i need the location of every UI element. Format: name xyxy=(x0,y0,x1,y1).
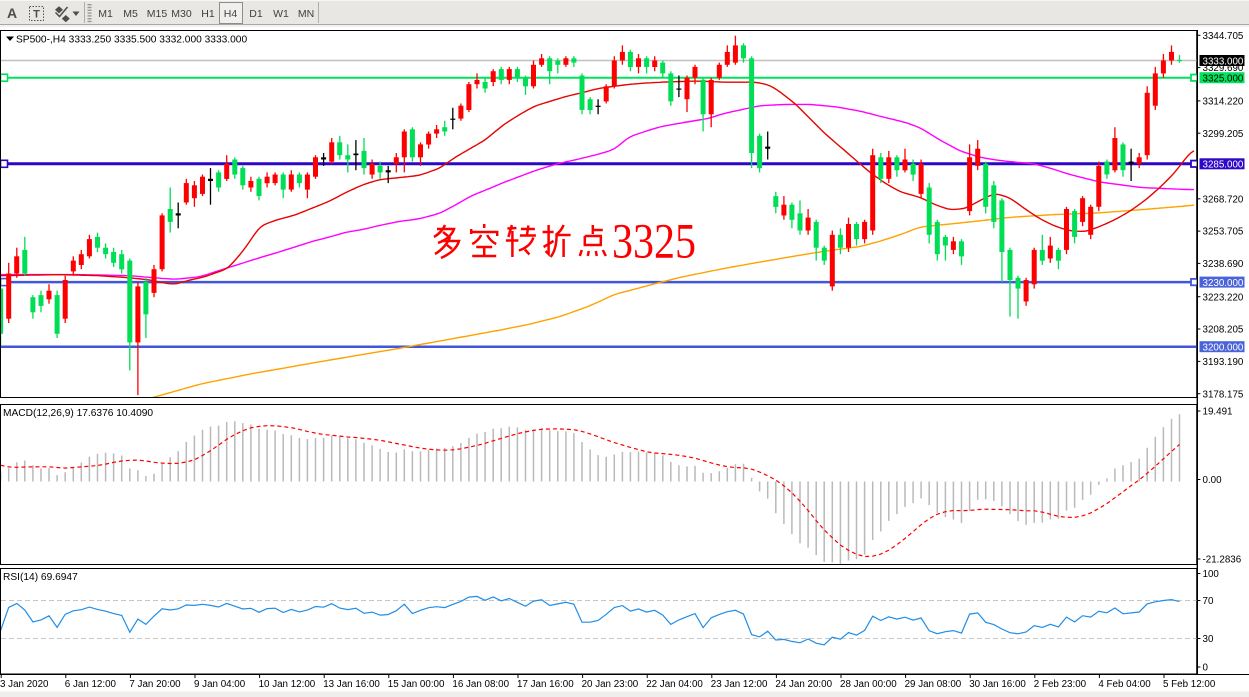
svg-text:0: 0 xyxy=(1203,663,1209,674)
svg-text:M30: M30 xyxy=(171,8,192,20)
svg-text:H4: H4 xyxy=(224,8,238,20)
svg-text:D1: D1 xyxy=(249,8,263,20)
svg-text:28 Jan 00:00: 28 Jan 00:00 xyxy=(840,679,897,690)
svg-text:3208.205: 3208.205 xyxy=(1203,325,1244,336)
svg-text:3268.720: 3268.720 xyxy=(1203,194,1244,205)
svg-text:-21.2836: -21.2836 xyxy=(1203,555,1242,566)
svg-text:SP500-,H4 3333.250 3335.500 3: SP500-,H4 3333.250 3335.500 3332.000 333… xyxy=(16,35,247,46)
svg-text:3230.000: 3230.000 xyxy=(1203,278,1244,289)
svg-text:3285.000: 3285.000 xyxy=(1203,160,1244,171)
svg-text:MACD(12,26,9) 17.6376 10.4090: MACD(12,26,9) 17.6376 10.4090 xyxy=(3,408,153,419)
svg-text:17 Jan 16:00: 17 Jan 16:00 xyxy=(517,679,574,690)
svg-text:15 Jan 00:00: 15 Jan 00:00 xyxy=(388,679,445,690)
svg-text:M1: M1 xyxy=(98,8,113,20)
svg-text:3193.190: 3193.190 xyxy=(1203,357,1244,368)
svg-text:3223.220: 3223.220 xyxy=(1203,292,1244,303)
svg-text:5 Feb 12:00: 5 Feb 12:00 xyxy=(1163,679,1216,690)
svg-text:23 Jan 12:00: 23 Jan 12:00 xyxy=(711,679,768,690)
svg-text:3325.000: 3325.000 xyxy=(1203,74,1244,85)
svg-text:30: 30 xyxy=(1203,634,1214,645)
svg-text:T: T xyxy=(33,9,40,21)
svg-text:M5: M5 xyxy=(123,8,138,20)
svg-text:3200.000: 3200.000 xyxy=(1203,343,1244,354)
svg-text:16 Jan 08:00: 16 Jan 08:00 xyxy=(452,679,509,690)
svg-text:3333.000: 3333.000 xyxy=(1203,56,1244,67)
svg-text:A: A xyxy=(7,5,17,21)
svg-text:2 Feb 23:00: 2 Feb 23:00 xyxy=(1034,679,1087,690)
svg-text:3178.175: 3178.175 xyxy=(1203,389,1244,400)
svg-text:3344.705: 3344.705 xyxy=(1203,31,1244,42)
svg-text:6 Jan 12:00: 6 Jan 12:00 xyxy=(65,679,117,690)
svg-text:22 Jan 04:00: 22 Jan 04:00 xyxy=(646,679,703,690)
svg-text:3 Jan 2020: 3 Jan 2020 xyxy=(0,679,49,690)
svg-text:30 Jan 16:00: 30 Jan 16:00 xyxy=(969,679,1026,690)
svg-text:20 Jan 23:00: 20 Jan 23:00 xyxy=(582,679,639,690)
svg-text:19.491: 19.491 xyxy=(1203,407,1233,418)
svg-text:4 Feb 04:00: 4 Feb 04:00 xyxy=(1098,679,1151,690)
svg-text:3253.705: 3253.705 xyxy=(1203,227,1244,238)
svg-text:13 Jan 16:00: 13 Jan 16:00 xyxy=(323,679,380,690)
svg-text:W1: W1 xyxy=(273,8,289,20)
svg-text:3325: 3325 xyxy=(612,213,696,268)
svg-text:M15: M15 xyxy=(147,8,168,20)
svg-text:3314.220: 3314.220 xyxy=(1203,97,1244,108)
svg-text:3238.690: 3238.690 xyxy=(1203,259,1244,270)
svg-text:3329.690: 3329.690 xyxy=(1203,63,1244,74)
svg-text:70: 70 xyxy=(1203,596,1214,607)
svg-text:MN: MN xyxy=(298,8,314,20)
svg-text:100: 100 xyxy=(1203,569,1220,580)
svg-text:24 Jan 20:00: 24 Jan 20:00 xyxy=(775,679,832,690)
svg-text:H1: H1 xyxy=(201,8,215,20)
svg-text:7 Jan 20:00: 7 Jan 20:00 xyxy=(129,679,181,690)
svg-text:9 Jan 04:00: 9 Jan 04:00 xyxy=(194,679,246,690)
svg-text:0.00: 0.00 xyxy=(1203,475,1223,486)
svg-text:10 Jan 12:00: 10 Jan 12:00 xyxy=(259,679,316,690)
svg-text:3299.205: 3299.205 xyxy=(1203,129,1244,140)
svg-text:RSI(14) 69.6947: RSI(14) 69.6947 xyxy=(3,572,78,583)
svg-text:29 Jan 08:00: 29 Jan 08:00 xyxy=(905,679,962,690)
